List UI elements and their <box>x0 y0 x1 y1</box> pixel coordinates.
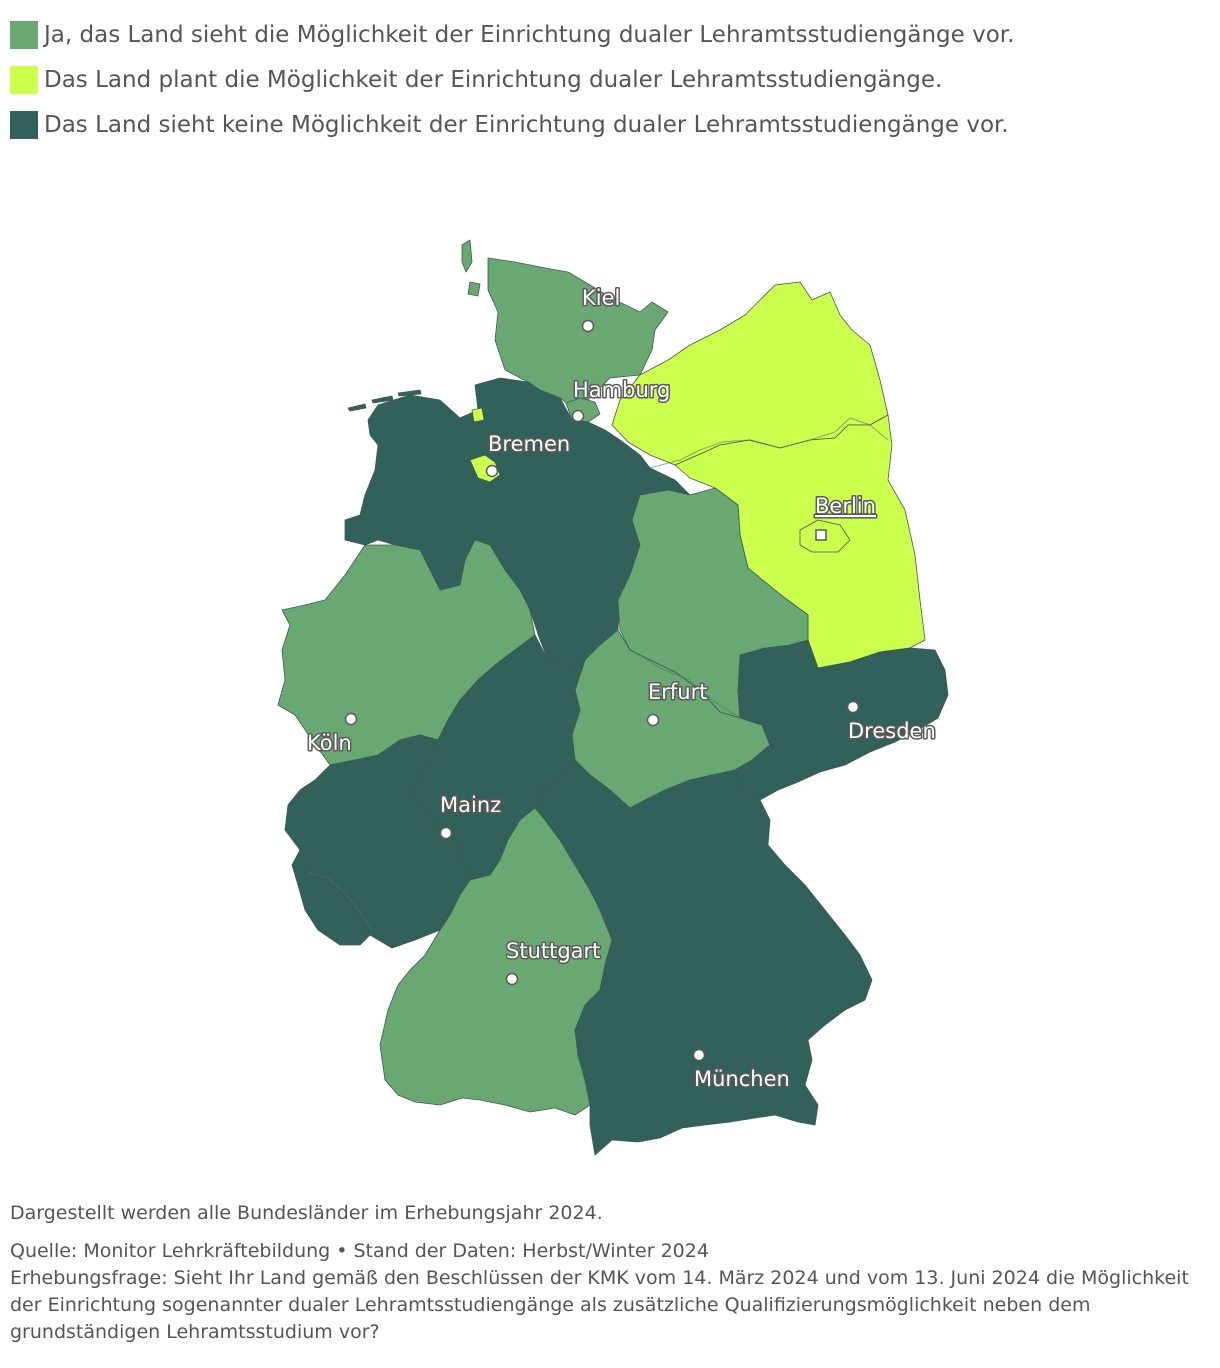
city-marker-kiel[interactable] <box>581 319 595 333</box>
city-marker-muenchen[interactable] <box>692 1048 706 1062</box>
legend-item-ja: Ja, das Land sieht die Möglichkeit der E… <box>10 12 1014 57</box>
city-marker-mainz[interactable] <box>439 826 453 840</box>
city-label-hamburg: Hamburg <box>573 378 670 402</box>
state-schleswig-holstein-islands <box>461 239 481 297</box>
city-label-dresden: Dresden <box>848 719 936 743</box>
city-marker-koeln[interactable] <box>344 712 358 726</box>
city-marker-berlin[interactable] <box>815 529 827 541</box>
legend-label-plant: Das Land plant die Möglichkeit der Einri… <box>44 66 943 93</box>
legend-item-keine: Das Land sieht keine Möglichkeit der Ein… <box>10 102 1014 147</box>
city-label-stuttgart: Stuttgart <box>506 939 600 963</box>
city-marker-bremen[interactable] <box>485 464 499 478</box>
legend-label-ja: Ja, das Land sieht die Möglichkeit der E… <box>44 21 1015 48</box>
city-label-muenchen: München <box>694 1067 790 1091</box>
border-mv-brandenburg <box>649 417 889 469</box>
city-label-erfurt: Erfurt <box>648 680 707 704</box>
legend: Ja, das Land sieht die Möglichkeit der E… <box>10 12 1014 147</box>
city-marker-erfurt[interactable] <box>646 713 660 727</box>
state-niedersachsen-islands <box>347 389 422 412</box>
city-marker-hamburg[interactable] <box>571 409 585 423</box>
city-label-koeln: Köln <box>307 731 352 755</box>
legend-swatch-keine <box>10 110 38 139</box>
city-label-berlin: Berlin <box>815 494 876 518</box>
state-bayern[interactable] <box>534 759 873 1156</box>
border-sachsen-anhalt-thueringen <box>639 654 746 721</box>
footer: Dargestellt werden alle Bundesländer im … <box>10 1200 1200 1346</box>
city-label-bremen: Bremen <box>488 432 570 456</box>
border-rlp-saarland <box>307 871 373 931</box>
legend-swatch-plant <box>10 65 38 94</box>
state-sachsen[interactable] <box>734 639 949 801</box>
legend-item-plant: Das Land plant die Möglichkeit der Einri… <box>10 57 1014 102</box>
germany-map: Kiel Hamburg Bremen Berlin Erfurt Dresden Köln… <box>277 239 949 1156</box>
legend-label-keine: Das Land sieht keine Möglichkeit der Ein… <box>44 111 1009 138</box>
city-label-kiel: Kiel <box>582 286 620 310</box>
survey-question: Erhebungsfrage: Sieht Ihr Land gemäß den… <box>10 1267 1189 1343</box>
city-marker-dresden[interactable] <box>846 700 860 714</box>
source-line: Quelle: Monitor Lehrkräftebildung • Stan… <box>10 1240 709 1262</box>
footnote: Dargestellt werden alle Bundesländer im … <box>10 1202 603 1224</box>
legend-swatch-ja <box>10 20 38 49</box>
state-bremen[interactable] <box>469 407 501 483</box>
city-marker-stuttgart[interactable] <box>505 972 519 986</box>
city-label-mainz: Mainz <box>440 793 501 817</box>
